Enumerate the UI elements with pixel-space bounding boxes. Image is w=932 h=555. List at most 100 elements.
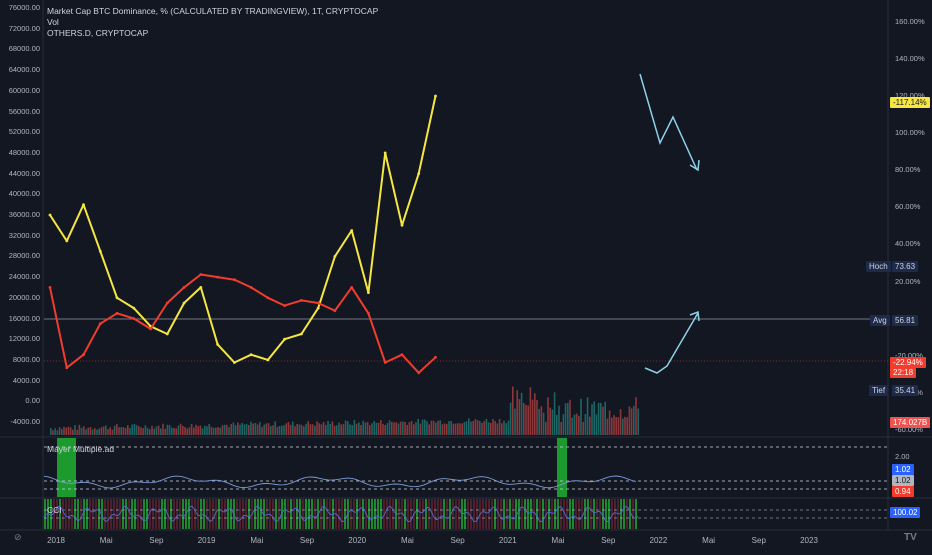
cci-bar (278, 499, 280, 529)
timezone-icon[interactable]: ⊘ (14, 532, 22, 542)
projection-arrowhead-top (689, 159, 700, 172)
volume-bar (113, 425, 116, 435)
legend-volume[interactable]: Vol (47, 17, 59, 27)
volume-bar (569, 399, 571, 435)
series-point-1 (417, 371, 421, 375)
volume-bar (263, 424, 265, 435)
chart-legend: Market Cap BTC Dominance, % (CALCULATED … (47, 6, 378, 39)
cci-bar (230, 499, 232, 529)
cci-bar (614, 499, 616, 529)
volume-bar (633, 406, 635, 435)
cci-legend[interactable]: CCI (47, 505, 62, 515)
series-point-1 (367, 311, 370, 315)
left-axis-tick: 64000.00 (8, 65, 40, 75)
cci-bar (104, 499, 106, 529)
tradingview-logo-icon[interactable]: TV (904, 532, 917, 543)
volume-bar (364, 422, 367, 435)
cci-bar (581, 499, 583, 529)
volume-bar (69, 427, 72, 435)
volume-bar (179, 423, 182, 435)
projection-arrow-top (639, 73, 698, 171)
volume-bar (307, 421, 309, 435)
right-axis-tick: 20.00% (895, 277, 921, 286)
volume-bar (276, 426, 279, 435)
volume-bar (248, 425, 250, 435)
volume-bar (604, 401, 606, 435)
volume-bar (492, 418, 494, 435)
series-point-1 (82, 353, 85, 357)
right-axis-tick: 140.00% (895, 54, 925, 63)
legend-title[interactable]: Market Cap BTC Dominance, % (CALCULATED … (47, 6, 379, 16)
volume-bar (83, 426, 85, 435)
volume-bar (476, 420, 479, 435)
volume-bar (393, 422, 395, 435)
cci-bar (569, 499, 571, 529)
cci-bar (527, 499, 529, 529)
volume-bar (186, 428, 188, 435)
volume-bar (507, 420, 510, 435)
volume-bar (274, 421, 276, 435)
mayer-legend[interactable]: Mayer Multiple.ad (47, 444, 115, 454)
cci-bar (287, 499, 289, 529)
volume-bar (595, 414, 598, 435)
cci-bar (284, 499, 286, 529)
cci-bar (467, 499, 469, 529)
volume-bar (98, 428, 100, 435)
cci-bar (548, 499, 550, 529)
volume-bar (109, 427, 111, 435)
volume-bar (441, 424, 444, 435)
tief-label: Tief (869, 385, 889, 396)
volume-bar (206, 426, 208, 435)
cci-bar (428, 499, 430, 529)
volume-bar (617, 417, 620, 435)
volume-bar (523, 403, 525, 435)
volume-bar (259, 422, 261, 435)
series-point-1 (283, 304, 286, 307)
volume-bar (547, 397, 549, 435)
volume-bar (573, 414, 576, 435)
volume-bar (138, 426, 140, 435)
time-axis-tick: Mai (702, 536, 716, 545)
cci-bar (155, 499, 157, 529)
volume-bar (465, 421, 468, 435)
series-point-0 (199, 286, 203, 289)
volume-bar (96, 429, 98, 435)
series-point-0 (283, 337, 286, 341)
series-point-0 (350, 229, 354, 232)
volume-bar (303, 426, 305, 435)
volume-bar (188, 427, 191, 435)
volume-bar (215, 427, 217, 435)
series-point-1 (316, 301, 320, 305)
cci-bar (557, 499, 559, 529)
volume-bar (373, 421, 375, 435)
volume-bar (424, 419, 426, 435)
cci-bar (326, 499, 328, 529)
left-axis-tick: 72000.00 (8, 23, 40, 33)
volume-bar (63, 426, 65, 435)
volume-bar (168, 425, 171, 435)
right-axis-tick: -60.00% (895, 425, 923, 434)
series-point-0 (300, 332, 303, 336)
volume-bar (80, 428, 83, 435)
cci-bar (59, 499, 61, 529)
cci-bar (146, 499, 148, 529)
cci-value-tag: 100.02 (890, 507, 921, 518)
volume-bar (534, 393, 536, 435)
volume-bar (628, 406, 631, 435)
volume-bar (287, 422, 290, 435)
series-point-0 (98, 249, 102, 253)
legend-others[interactable]: OTHERS.D, CRYPTOCAP (47, 28, 149, 38)
cci-bar (626, 499, 628, 529)
series-point-0 (115, 296, 119, 300)
cci-bar (122, 499, 124, 529)
cci-bar (212, 499, 214, 529)
cci-bar (134, 499, 136, 529)
volume-bar (226, 424, 228, 435)
left-axis-tick: 40000.00 (8, 189, 40, 199)
series-point-0 (266, 358, 270, 362)
right-axis-tick: 120.00% (895, 91, 925, 100)
series-point-0 (417, 172, 421, 176)
cci-bar (275, 499, 277, 529)
